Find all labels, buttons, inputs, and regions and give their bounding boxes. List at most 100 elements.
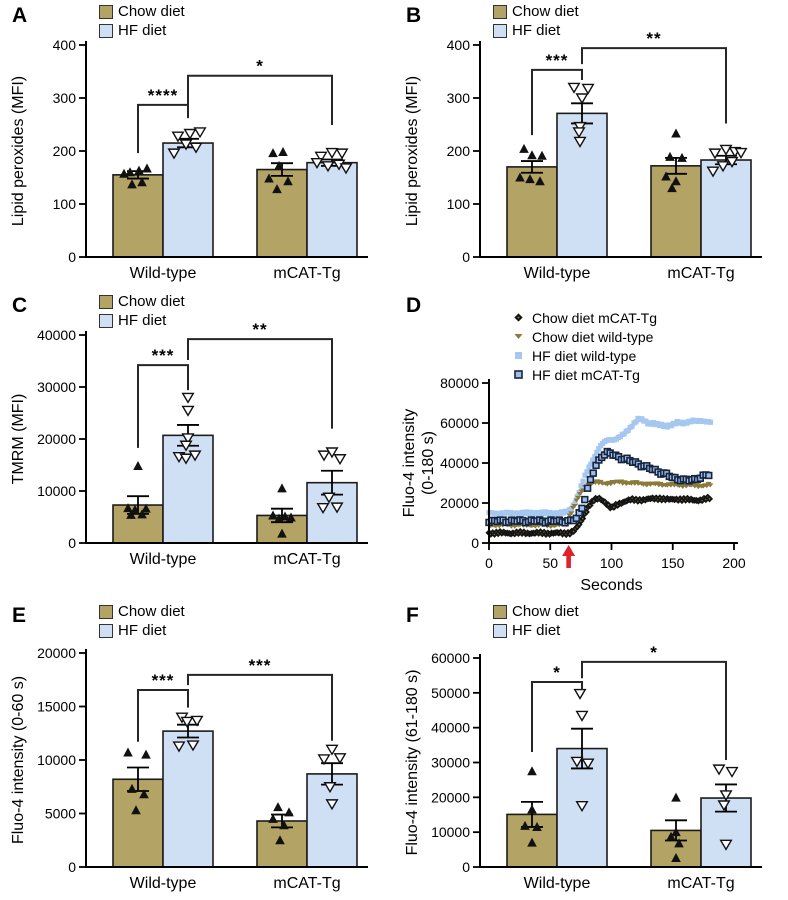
data-point xyxy=(705,471,713,480)
panel-f-letter: F xyxy=(406,604,420,627)
legend-row-hf: HF diet xyxy=(99,21,185,40)
data-point xyxy=(592,453,598,460)
bar-hf-wild-type xyxy=(556,112,608,258)
panel-c-letter: C xyxy=(12,294,28,317)
data-point xyxy=(325,147,339,159)
data-point xyxy=(515,352,522,359)
group-label: Wild-type xyxy=(130,875,197,892)
data-point xyxy=(667,183,677,193)
panel-e-chart: *** *** 0 5000 10000 15000 20000 Wild-type mCAT-… xyxy=(10,645,368,892)
data-point xyxy=(575,800,589,813)
data-point xyxy=(719,790,733,802)
panel-e: E Chow diet HF diet *** *** 0 5000 10000 1500… xyxy=(0,600,394,900)
sig-bracket xyxy=(137,689,189,742)
data-point xyxy=(317,754,331,766)
legend-row-hf: HF diet xyxy=(99,311,185,330)
y-tick-label: 10000 xyxy=(37,483,76,499)
y-tick-label: 0 xyxy=(471,535,479,551)
data-point xyxy=(708,148,722,160)
legend-row-chow: Chow diet xyxy=(99,2,185,21)
y-tick-label: 15000 xyxy=(37,699,76,715)
panel-c-legend: Chow diet HF diet xyxy=(99,292,185,330)
chow-diet-swatch xyxy=(99,294,113,309)
panel-c: C Chow diet HF diet *** ** 0 10000 20000 3000… xyxy=(0,290,394,600)
y-tick-label: 60000 xyxy=(440,415,479,431)
sig-bracket xyxy=(137,364,189,448)
hf-diet-swatch xyxy=(99,23,113,38)
data-point xyxy=(588,461,594,467)
data-point xyxy=(574,495,582,500)
sig-bracket xyxy=(137,103,189,154)
hf-diet-label: HF diet xyxy=(118,22,167,39)
y-tick-label: 300 xyxy=(447,90,471,106)
data-point xyxy=(661,171,671,181)
panel-d-legend: Chow diet mCAT-Tg Chow diet wild-type HF… xyxy=(512,308,657,384)
data-point xyxy=(181,405,195,417)
data-point xyxy=(657,481,664,486)
group-label: mCAT-Tg xyxy=(273,875,340,892)
y-tick-label: 0 xyxy=(68,859,76,875)
sig-bracket xyxy=(581,47,727,124)
data-point xyxy=(725,766,739,778)
y-tick-label: 10000 xyxy=(431,824,470,840)
data-point xyxy=(134,165,144,175)
data-point xyxy=(572,500,578,506)
data-point xyxy=(137,509,147,519)
data-point xyxy=(272,184,282,194)
panel-b: B Chow diet HF diet *** ** 0 100 200 300 400 Wi… xyxy=(394,0,788,290)
data-point xyxy=(578,504,586,513)
data-point xyxy=(581,83,595,95)
data-point xyxy=(706,166,720,178)
data-point xyxy=(133,461,143,471)
data-point xyxy=(519,143,529,153)
chow-diet-label: Chow diet xyxy=(512,3,579,20)
data-point xyxy=(527,804,537,814)
diamond-marker-icon xyxy=(512,311,525,324)
x-tick-label: 50 xyxy=(542,555,558,571)
panel-e-legend: Chow diet HF diet xyxy=(99,602,185,640)
data-point xyxy=(671,792,681,802)
data-point xyxy=(707,419,714,425)
chow-diet-swatch xyxy=(99,604,113,619)
data-point xyxy=(537,150,547,160)
stimulus-arrow-icon xyxy=(562,545,576,568)
data-point xyxy=(275,835,285,845)
data-point xyxy=(674,838,684,848)
data-point xyxy=(123,747,133,757)
legend-label-3: HF diet mCAT-Tg xyxy=(532,366,640,383)
data-point xyxy=(179,440,193,452)
chow-diet-label: Chow diet xyxy=(118,3,185,20)
data-point xyxy=(567,82,581,94)
data-point xyxy=(286,512,296,522)
data-point xyxy=(527,766,537,776)
data-point xyxy=(573,688,587,700)
data-point xyxy=(280,511,290,521)
data-point xyxy=(277,483,287,493)
data-point xyxy=(586,475,595,484)
data-point xyxy=(190,715,204,727)
data-point xyxy=(321,161,335,173)
data-point xyxy=(572,127,586,139)
data-point xyxy=(188,450,202,462)
legend-row-chow: Chow diet xyxy=(99,292,185,311)
data-point xyxy=(273,802,283,812)
legend-row-chow: Chow diet xyxy=(493,602,579,621)
sig-label: *** xyxy=(546,51,569,70)
y-tick-label: 50000 xyxy=(431,685,470,701)
data-point xyxy=(137,177,147,187)
y-tick-label: 100 xyxy=(447,196,471,212)
data-point xyxy=(180,716,194,728)
data-point xyxy=(141,503,151,513)
data-point xyxy=(131,805,141,815)
hf-diet-label: HF diet xyxy=(512,22,561,39)
y-tick-label: 400 xyxy=(447,37,471,53)
data-point xyxy=(515,172,525,182)
data-point xyxy=(568,511,575,516)
y-tick-label: 80000 xyxy=(440,375,479,391)
y-axis-label: (0-180 s) xyxy=(420,431,437,495)
data-point xyxy=(535,176,545,186)
data-point xyxy=(581,495,589,504)
y-tick-label: 20000 xyxy=(431,789,470,805)
y-axis-label: TMRM (MFI) xyxy=(10,394,27,485)
